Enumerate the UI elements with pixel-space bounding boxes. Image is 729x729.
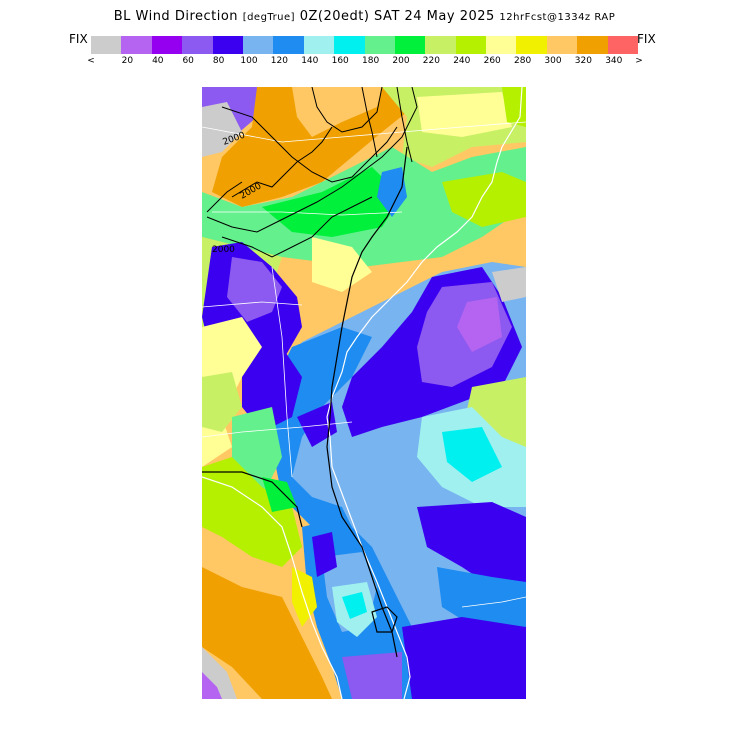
legend-color-swatch <box>182 36 213 54</box>
elevation-contour-3 <box>221 196 373 258</box>
legend-tick-label: 320 <box>574 56 592 66</box>
region-inland-blue-small <box>297 402 337 447</box>
coastal-boundary-line <box>326 146 408 658</box>
legend-color-swatch <box>486 36 517 54</box>
state-border-middle <box>212 211 403 216</box>
color-legend-bar <box>91 36 639 54</box>
region-atlantic-south-blue <box>402 617 526 699</box>
tick-greater-than: > <box>635 56 643 66</box>
elevation-contour-8 <box>396 87 413 163</box>
region-nw-purple-core <box>227 257 282 322</box>
atlantic-coastline <box>326 87 523 699</box>
legend-color-swatch <box>334 36 365 54</box>
legend-tick-label: 120 <box>270 56 288 66</box>
legend-color-swatch <box>303 36 335 54</box>
island-outline <box>461 596 526 608</box>
region-gulf-yellow <box>292 567 317 627</box>
legend-color-swatch <box>121 36 152 54</box>
region-florida-aqua <box>342 592 367 619</box>
title-forecast: 12hrFcst@1334z RAP <box>499 12 616 23</box>
lake-outline <box>371 606 398 633</box>
legend-tick-label: 340 <box>605 56 623 66</box>
elevation-contour-7 <box>361 87 378 158</box>
legend-tick-label: 260 <box>483 56 501 66</box>
region-offshore-violet <box>457 297 502 352</box>
legend-tick-label: 300 <box>544 56 562 66</box>
map-canvas: 2000 2000 2000 <box>202 87 526 699</box>
state-border-vertical <box>271 266 293 478</box>
legend-color-swatch <box>577 36 608 54</box>
legend-tick-label: 60 <box>182 56 194 66</box>
chart-title: BL Wind Direction [degTrue] 0Z(20edt) SA… <box>0 9 729 24</box>
color-legend-ticks: < > 20 40 60 80 100 120 140 160 180 200 220 240 260 2… <box>87 56 643 68</box>
title-main: BL Wind Direction <box>113 9 239 24</box>
region-central-green <box>262 167 402 237</box>
elevation-contour-6 <box>311 87 383 133</box>
tick-less-than: < <box>87 56 95 66</box>
legend-tick-label: 80 <box>212 56 225 66</box>
legend-color-swatch <box>546 36 578 54</box>
legend-tick-label: 280 <box>514 56 532 66</box>
legend-color-swatch <box>151 36 183 54</box>
region-gulf-green <box>202 457 302 567</box>
region-south-purple <box>342 652 402 699</box>
legend-tick-label: 180 <box>362 56 380 66</box>
elevation-contour-1 <box>221 106 398 183</box>
region-offshore-aqua <box>442 427 502 482</box>
legend-color-swatch <box>455 36 487 54</box>
legend-color-swatch <box>425 36 456 54</box>
region-florida-blue-small <box>312 532 337 577</box>
legend-color-swatch <box>607 36 639 54</box>
legend-tick-label: 20 <box>121 56 134 66</box>
legend-color-swatch <box>394 36 426 54</box>
title-units: [degTrue] <box>242 12 296 23</box>
state-border-ga-fl <box>202 421 353 438</box>
legend-tick-label: 240 <box>453 56 471 66</box>
legend-tick-label: 160 <box>331 56 349 66</box>
elevation-contour-4 <box>231 126 333 198</box>
region-north-light-orange <box>292 87 382 137</box>
region-atlantic-blue <box>417 502 526 587</box>
region-atlantic-mid-blue <box>437 567 526 632</box>
region-nw-grey <box>202 102 242 157</box>
legend-fix-left: FIX <box>69 32 88 46</box>
legend-color-swatch <box>364 36 395 54</box>
region-ne-paleyellow <box>417 92 512 137</box>
legend-fix-right: FIX <box>637 32 656 46</box>
title-valid-time: 0Z(20edt) SAT 24 May 2025 <box>299 9 495 24</box>
region-north-orange <box>212 87 417 207</box>
elevation-contour-5 <box>206 181 243 213</box>
gulf-boundary-line <box>202 471 303 528</box>
legend-tick-label: 200 <box>392 56 410 66</box>
legend-color-swatch <box>242 36 274 54</box>
legend-color-swatch <box>516 36 547 54</box>
region-gulf-violet <box>202 672 222 699</box>
legend-tick-label: 100 <box>240 56 258 66</box>
wind-direction-map: 2000 2000 2000 <box>202 87 526 699</box>
region-offshore-grey <box>492 267 526 302</box>
contour-label-1: 2000 <box>212 245 235 255</box>
legend-color-swatch <box>91 36 122 54</box>
legend-tick-label: 40 <box>152 56 164 66</box>
gulf-coastline <box>202 476 343 699</box>
region-central-paleyellow <box>312 237 372 292</box>
legend-color-swatch <box>212 36 243 54</box>
state-border-south <box>202 301 303 308</box>
region-small-blue-cell <box>377 167 407 217</box>
legend-color-swatch <box>273 36 304 54</box>
region-gulf-orange <box>202 567 332 699</box>
region-gulf-green-small <box>262 477 297 512</box>
region-east-green <box>442 172 526 227</box>
legend-tick-label: 140 <box>301 56 319 66</box>
legend-tick-label: 220 <box>422 56 440 66</box>
